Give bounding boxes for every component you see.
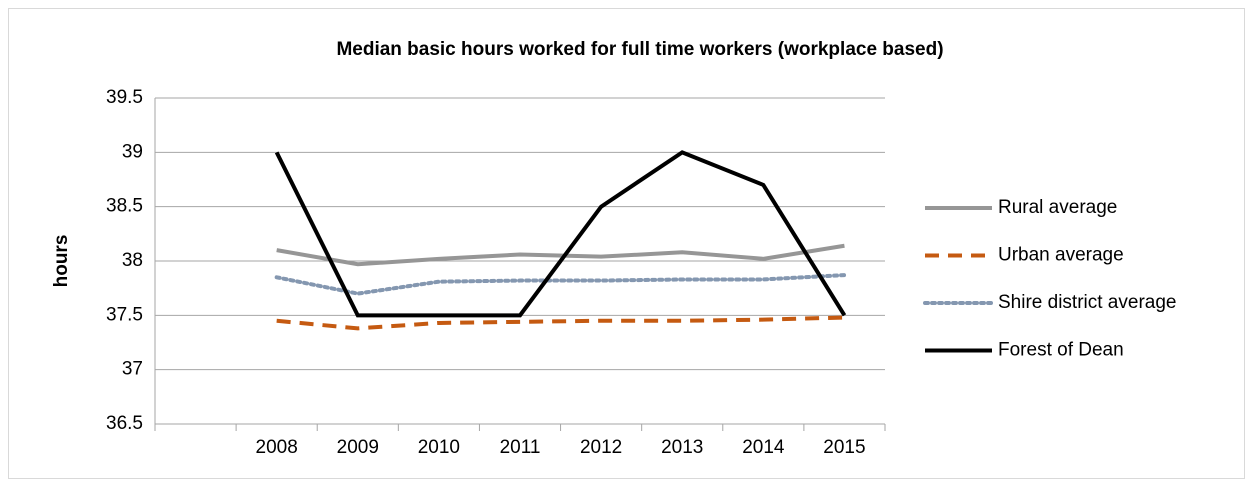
- series-line: [276, 315, 845, 331]
- series-line: [274, 273, 847, 296]
- chart-title: Median basic hours worked for full time …: [336, 39, 943, 60]
- series-line: [276, 243, 845, 267]
- x-tick-label: 2012: [580, 437, 622, 458]
- legend-label: Forest of Dean: [998, 340, 1124, 361]
- legend-label: Rural average: [998, 197, 1117, 218]
- chart-frame: [8, 8, 1245, 479]
- x-tick-label: 2009: [337, 437, 379, 458]
- x-tick-label: 2008: [256, 437, 298, 458]
- y-tick-label: 38: [122, 250, 143, 271]
- y-tick-label: 36.5: [106, 413, 143, 434]
- x-tick-label: 2015: [823, 437, 865, 458]
- y-tick-label: 39.5: [106, 87, 143, 108]
- x-tick-label: 2010: [418, 437, 460, 458]
- x-tick-label: 2011: [500, 437, 541, 458]
- series-line: [274, 150, 847, 318]
- y-axis-title: hours: [51, 235, 72, 288]
- y-tick-label: 38.5: [106, 196, 143, 217]
- y-tick-label: 37: [122, 359, 143, 380]
- y-tick-label: 39: [122, 141, 143, 162]
- x-tick-label: 2013: [661, 437, 703, 458]
- legend-label: Shire district average: [998, 292, 1176, 313]
- legend-label: Urban average: [998, 245, 1124, 266]
- x-tick-label: 2014: [742, 437, 785, 458]
- y-tick-label: 37.5: [106, 304, 143, 325]
